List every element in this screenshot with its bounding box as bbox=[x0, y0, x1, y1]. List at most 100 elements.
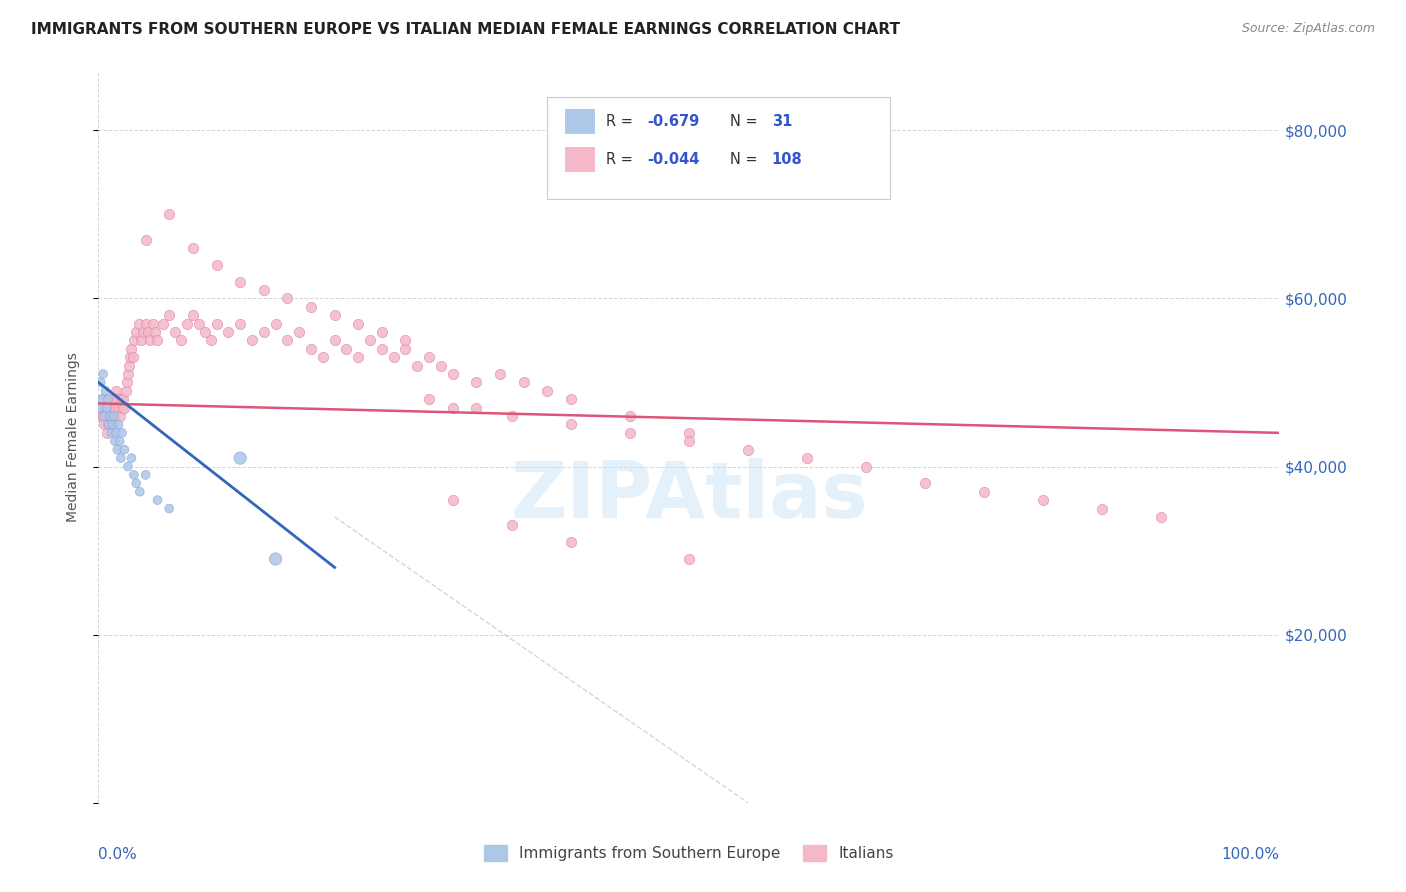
Point bbox=[108, 434, 131, 449]
Point bbox=[560, 535, 582, 549]
Point bbox=[143, 325, 166, 339]
Point bbox=[229, 451, 252, 466]
Point bbox=[157, 308, 180, 322]
Text: 0.0%: 0.0% bbox=[98, 847, 138, 862]
Text: ZIPAtlas: ZIPAtlas bbox=[510, 458, 868, 533]
Point bbox=[107, 417, 129, 432]
Point bbox=[418, 350, 440, 364]
Text: 100.0%: 100.0% bbox=[1222, 847, 1279, 862]
Point bbox=[288, 325, 311, 339]
Text: 108: 108 bbox=[772, 152, 803, 167]
Point bbox=[430, 359, 453, 373]
Point bbox=[536, 384, 558, 398]
Point bbox=[501, 409, 523, 423]
Point bbox=[418, 392, 440, 407]
Legend: Immigrants from Southern Europe, Italians: Immigrants from Southern Europe, Italian… bbox=[484, 845, 894, 861]
Point bbox=[118, 359, 141, 373]
Point bbox=[347, 350, 370, 364]
Point bbox=[276, 291, 298, 305]
Point bbox=[371, 325, 394, 339]
Point bbox=[441, 367, 464, 381]
Point bbox=[200, 334, 222, 348]
Point bbox=[299, 300, 322, 314]
Point bbox=[103, 409, 125, 423]
Point bbox=[100, 425, 122, 440]
Point bbox=[135, 467, 157, 482]
Text: N =: N = bbox=[730, 152, 762, 167]
Point bbox=[128, 484, 150, 499]
Point bbox=[91, 367, 114, 381]
Point bbox=[240, 334, 263, 348]
Point bbox=[94, 384, 117, 398]
Point bbox=[678, 425, 700, 440]
Point bbox=[90, 376, 112, 390]
Point bbox=[136, 325, 159, 339]
Point bbox=[619, 409, 641, 423]
Point bbox=[406, 359, 429, 373]
Point bbox=[104, 401, 127, 415]
Point bbox=[678, 552, 700, 566]
Text: N =: N = bbox=[730, 113, 762, 128]
Point bbox=[441, 493, 464, 508]
Point bbox=[501, 518, 523, 533]
FancyBboxPatch shape bbox=[547, 97, 890, 200]
Point bbox=[97, 392, 120, 407]
Point bbox=[96, 401, 118, 415]
Point bbox=[117, 459, 139, 474]
Point bbox=[103, 409, 125, 423]
Point bbox=[1032, 493, 1054, 508]
Text: R =: R = bbox=[606, 113, 638, 128]
Point bbox=[229, 317, 252, 331]
Point bbox=[139, 334, 162, 348]
Y-axis label: Median Female Earnings: Median Female Earnings bbox=[66, 352, 80, 522]
Point bbox=[121, 342, 143, 356]
Point bbox=[129, 334, 152, 348]
Point bbox=[125, 476, 148, 491]
Point bbox=[1091, 501, 1114, 516]
Point bbox=[142, 317, 165, 331]
Point bbox=[90, 401, 112, 415]
Point bbox=[98, 417, 121, 432]
Point bbox=[157, 501, 180, 516]
Point bbox=[299, 342, 322, 356]
Point bbox=[394, 342, 416, 356]
Point bbox=[465, 376, 488, 390]
Point bbox=[560, 392, 582, 407]
Point bbox=[107, 401, 129, 415]
Point bbox=[1150, 510, 1173, 524]
Point bbox=[97, 417, 120, 432]
Point bbox=[264, 552, 287, 566]
Point bbox=[205, 258, 228, 272]
Point bbox=[146, 493, 169, 508]
Point bbox=[165, 325, 187, 339]
Point bbox=[489, 367, 512, 381]
Point bbox=[796, 451, 818, 466]
Point bbox=[170, 334, 193, 348]
Point bbox=[111, 401, 134, 415]
Point bbox=[855, 459, 877, 474]
Point bbox=[98, 409, 121, 423]
Point bbox=[560, 417, 582, 432]
Point bbox=[312, 350, 335, 364]
Point bbox=[122, 334, 145, 348]
Point bbox=[117, 367, 139, 381]
Point bbox=[335, 342, 357, 356]
Point bbox=[93, 417, 115, 432]
Point bbox=[217, 325, 239, 339]
Point bbox=[276, 334, 298, 348]
Point bbox=[121, 350, 143, 364]
Bar bbox=[565, 110, 595, 133]
Point bbox=[441, 401, 464, 415]
Point bbox=[253, 283, 276, 297]
Point bbox=[93, 409, 115, 423]
Point bbox=[512, 376, 534, 390]
Point bbox=[110, 392, 132, 407]
Point bbox=[737, 442, 759, 457]
Point bbox=[111, 425, 134, 440]
Point bbox=[108, 409, 131, 423]
Text: -0.044: -0.044 bbox=[648, 152, 700, 167]
Point bbox=[89, 409, 111, 423]
Point bbox=[114, 384, 136, 398]
Point bbox=[135, 317, 157, 331]
Point bbox=[91, 392, 114, 407]
